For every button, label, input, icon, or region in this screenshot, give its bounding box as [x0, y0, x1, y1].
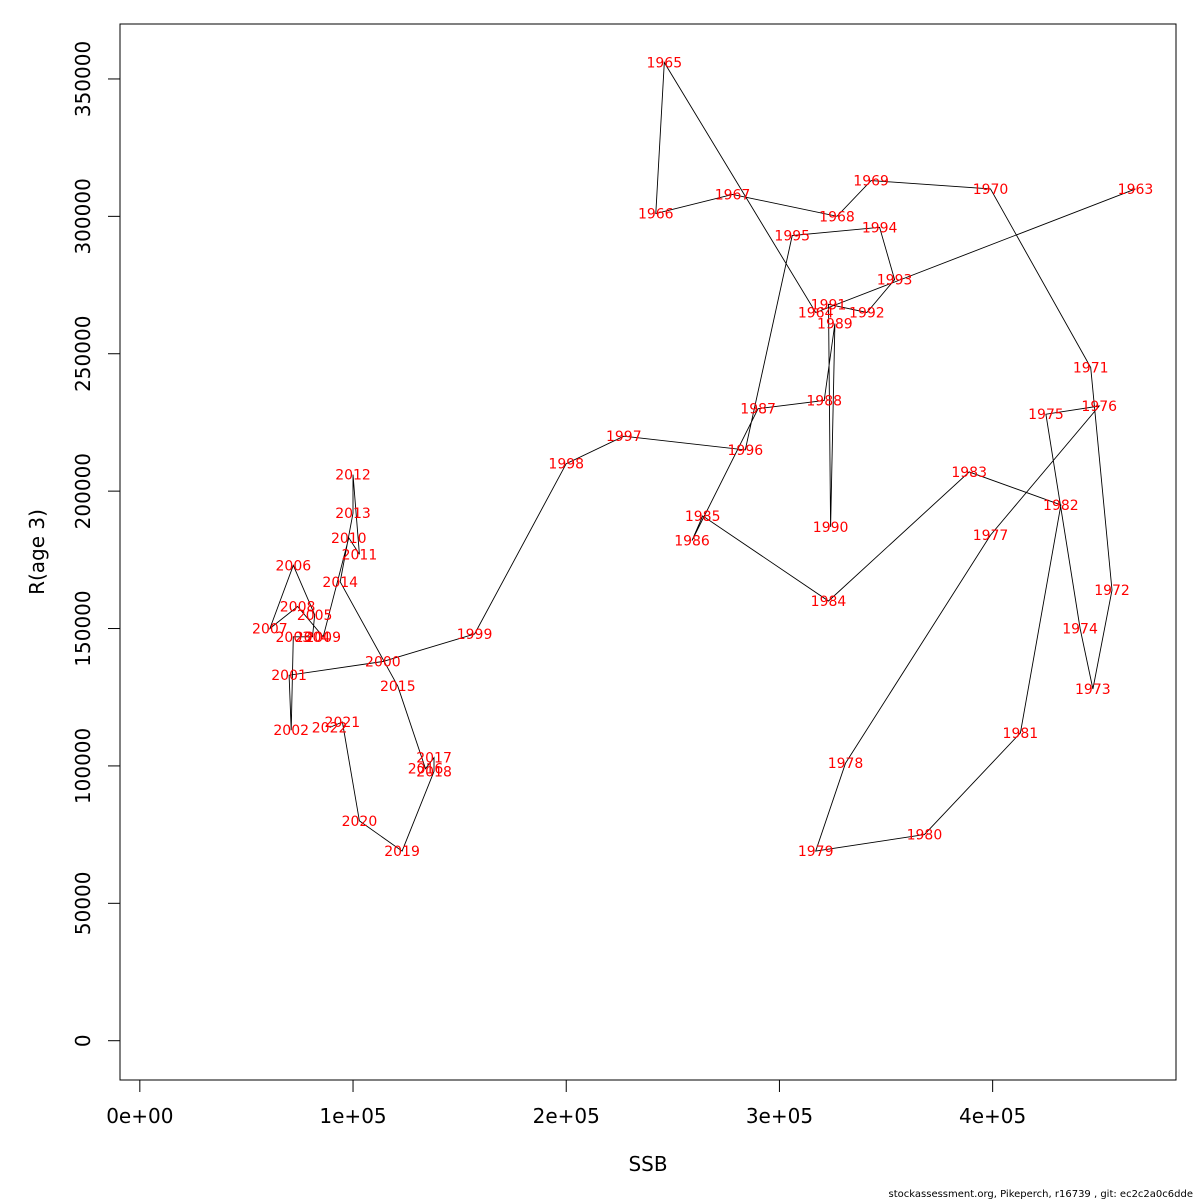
point-label-1969: 1969: [853, 174, 889, 190]
y-tick-label: 0: [71, 1034, 95, 1047]
point-label-2002: 2002: [273, 723, 309, 739]
point-label-1975: 1975: [1028, 407, 1064, 423]
point-label-1968: 1968: [819, 209, 855, 225]
y-tick-label: 150000: [71, 590, 95, 666]
point-label-1970: 1970: [973, 182, 1009, 198]
point-label-1995: 1995: [774, 229, 810, 245]
point-label-2013: 2013: [335, 506, 371, 522]
point-label-1992: 1992: [849, 306, 885, 322]
series-path: [268, 61, 1136, 852]
point-label-1998: 1998: [548, 457, 584, 473]
point-label-2011: 2011: [342, 547, 378, 563]
point-label-2001: 2001: [271, 668, 307, 684]
point-label-2012: 2012: [335, 468, 371, 484]
point-label-1985: 1985: [685, 509, 721, 525]
point-label-2007: 2007: [252, 622, 288, 638]
point-label-1979: 1979: [798, 844, 834, 860]
point-label-1986: 1986: [674, 534, 710, 550]
point-label-2010: 2010: [331, 531, 367, 547]
point-label-1972: 1972: [1094, 583, 1130, 599]
point-label-1993: 1993: [877, 273, 913, 289]
point-label-2004: 2004: [295, 630, 331, 646]
point-labels: 1963 1964 1965 1966 1967 1968 1969 1970 1971 1972…: [252, 55, 1153, 860]
y-axis-label: R(age 3): [25, 509, 49, 595]
y-axis: 0 50000 100000 150000 200000 250000 300000 3500…: [71, 41, 121, 1047]
point-label-1990: 1990: [813, 520, 849, 536]
point-label-1977: 1977: [973, 528, 1009, 544]
point-label-2021: 2021: [325, 715, 361, 731]
point-label-2020: 2020: [342, 814, 378, 830]
point-label-2019: 2019: [384, 844, 420, 860]
point-label-1982: 1982: [1043, 498, 1079, 514]
point-label-2018: 2018: [416, 764, 452, 780]
point-label-1981: 1981: [1003, 726, 1039, 742]
point-label-1997: 1997: [606, 429, 642, 445]
point-label-2005: 2005: [297, 608, 333, 624]
point-label-1973: 1973: [1075, 682, 1111, 698]
x-axis-label: SSB: [628, 1152, 667, 1176]
point-label-1994: 1994: [862, 220, 898, 236]
point-label-1988: 1988: [806, 393, 842, 409]
footer-credit: stockassessment.org, Pikeperch, r16739 ,…: [889, 1189, 1193, 1200]
point-label-1989: 1989: [817, 317, 853, 333]
point-label-2014: 2014: [322, 575, 358, 591]
point-label-2003: 2003: [276, 630, 312, 646]
point-label-2009: 2009: [305, 630, 341, 646]
point-label-1987: 1987: [740, 402, 776, 418]
point-label-1965: 1965: [646, 55, 682, 71]
y-tick-label: 200000: [71, 453, 95, 529]
point-label-2017: 2017: [416, 751, 452, 767]
point-label-1966: 1966: [638, 207, 674, 223]
point-label-1963: 1963: [1118, 182, 1154, 198]
point-label-1974: 1974: [1062, 622, 1098, 638]
point-label-2008: 2008: [280, 600, 316, 616]
point-label-1971: 1971: [1073, 360, 1109, 376]
y-tick-label: 50000: [71, 872, 95, 936]
point-label-1978: 1978: [828, 756, 864, 772]
y-tick-label: 350000: [71, 41, 95, 117]
point-label-1984: 1984: [811, 594, 847, 610]
point-label-2000: 2000: [365, 655, 401, 671]
point-label-2016: 2016: [408, 762, 444, 778]
point-label-2015: 2015: [380, 679, 416, 695]
point-label-1999: 1999: [457, 627, 493, 643]
x-tick-label: 2e+05: [533, 1104, 600, 1128]
point-label-1983: 1983: [951, 465, 987, 481]
point-label-2022: 2022: [312, 720, 348, 736]
y-tick-label: 300000: [71, 178, 95, 254]
x-tick-label: 0e+00: [106, 1104, 173, 1128]
plot-frame: [119, 23, 1177, 1081]
point-label-2006: 2006: [276, 558, 312, 574]
point-label-1996: 1996: [728, 443, 764, 459]
y-tick-label: 250000: [71, 316, 95, 392]
point-label-1967: 1967: [715, 187, 751, 203]
point-label-1964: 1964: [798, 306, 834, 322]
point-label-1976: 1976: [1081, 399, 1117, 415]
point-label-1980: 1980: [907, 828, 943, 844]
y-tick-label: 100000: [71, 728, 95, 804]
x-tick-label: 3e+05: [746, 1104, 813, 1128]
point-label-1991: 1991: [811, 297, 847, 313]
x-tick-label: 1e+05: [319, 1104, 386, 1128]
x-tick-label: 4e+05: [959, 1104, 1026, 1128]
x-axis: 0e+00 1e+05 2e+05 3e+05 4e+05: [106, 1079, 1026, 1128]
